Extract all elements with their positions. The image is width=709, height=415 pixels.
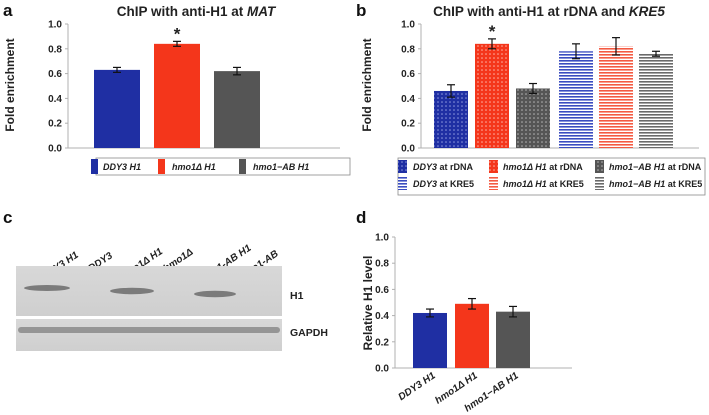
panel-b-chart: 0.0 0.2 0.4 0.6 0.8 1.0 * (401, 20, 699, 155)
panel-a: a ChIP with anti-H1 at MAT Fold enrichme… (3, 1, 351, 176)
y-tick-label: 0.8 (48, 44, 62, 55)
legend-label-ddy3-kre5: DDY3 at KRE5 (413, 179, 474, 189)
legend-locus: at rDNA (437, 162, 474, 172)
legend-locus: at KRE5 (665, 179, 702, 189)
legend-swatch-hmo1-ab-kre5 (595, 177, 604, 190)
legend-label-hmo1-delta-kre5: hmo1Δ H1 at KRE5 (503, 179, 584, 189)
bar (214, 71, 260, 148)
bar (639, 53, 673, 149)
legend-strain: hmo1−AB H1 (609, 162, 665, 172)
legend-label-hmo1-ab: hmo1−AB H1 (253, 162, 309, 172)
panel-c-letter: c (3, 208, 12, 227)
y-tick-label: 1.0 (48, 20, 62, 31)
y-tick-label: 0.6 (401, 69, 415, 80)
panel-b-title-locus: KRE5 (629, 4, 666, 19)
panel-b-title-text: ChIP with anti-H1 at rDNA and (433, 4, 629, 19)
panel-b-legend: DDY3 at rDNA hmo1Δ H1 at rDNA hmo1−AB H1… (397, 157, 706, 196)
panel-b-ylabel: Fold enrichment (360, 38, 374, 131)
y-tick-label: 0.2 (48, 119, 62, 130)
legend-locus: at rDNA (665, 162, 702, 172)
x-category-label: DDY3 H1 (396, 370, 438, 403)
panel-a-title: ChIP with anti-H1 at MAT (117, 4, 277, 19)
legend-label-hmo1-ab-rdna: hmo1−AB H1 at rDNA (609, 162, 702, 172)
legend-strain: DDY3 (413, 162, 437, 172)
panel-a-title-text: ChIP with anti-H1 at (117, 4, 247, 19)
blot-gapdh-membrane (16, 319, 282, 351)
bar (455, 303, 489, 368)
legend-locus: at KRE5 (547, 179, 584, 189)
legend-strain: DDY3 (413, 179, 437, 189)
y-tick-label: 0.6 (48, 69, 62, 80)
panel-b: b ChIP with anti-H1 at rDNA and KRE5 Fol… (356, 1, 706, 196)
y-tick-label: 0.0 (401, 144, 415, 155)
legend-swatch-ddy3-rdna (398, 160, 407, 173)
blot-h1 (16, 266, 282, 316)
y-tick-label: 1.0 (401, 20, 415, 31)
panel-b-title: ChIP with anti-H1 at rDNA and KRE5 (433, 4, 665, 19)
legend-locus: at KRE5 (437, 179, 474, 189)
bar (154, 43, 200, 149)
legend-label-hmo1-delta-rdna: hmo1Δ H1 at rDNA (503, 162, 583, 172)
bar (434, 90, 468, 148)
y-tick-label: 0.2 (401, 119, 415, 130)
legend-label-hmo1-ab-kre5: hmo1−AB H1 at KRE5 (609, 179, 702, 189)
legend-swatch-hmo1-delta-rdna (489, 160, 498, 173)
y-tick-label: 0.8 (375, 259, 389, 270)
panel-c: c DDY3 H1 DDY3 hmo1Δ H1 hmo1Δ hmo1-AB H1… (3, 208, 328, 351)
panel-a-title-locus: MAT (247, 4, 277, 19)
panel-a-ylabel: Fold enrichment (3, 38, 17, 131)
bar (94, 69, 140, 148)
bar (516, 88, 550, 148)
legend-strain: hmo1Δ H1 (503, 179, 547, 189)
panel-d-ylabel: Relative H1 level (361, 256, 375, 351)
legend-label-ddy3-rdna: DDY3 at rDNA (413, 162, 474, 172)
bar (496, 311, 530, 368)
panel-a-chart: 0.0 0.2 0.4 0.6 0.8 1.0 * (48, 20, 340, 155)
panel-a-letter: a (3, 1, 13, 20)
h1-band-ddy3-h1 (24, 285, 70, 291)
band-label-h1: H1 (290, 290, 304, 302)
significance-star: * (174, 24, 181, 43)
h1-band-hmo1-ab-h1 (194, 290, 236, 298)
bar (475, 43, 509, 149)
y-tick-label: 0.4 (48, 94, 62, 105)
legend-swatch-ddy3 (91, 159, 98, 174)
legend-locus: at rDNA (547, 162, 584, 172)
legend-strain: hmo1−AB H1 (609, 179, 665, 189)
h1-band-hmo1-delta-h1 (110, 287, 154, 295)
y-tick-label: 0.0 (48, 144, 62, 155)
y-tick-label: 0.4 (375, 311, 389, 322)
band-label-gapdh: GAPDH (290, 327, 328, 339)
legend-swatch-hmo1-delta (158, 159, 165, 174)
blot-gapdh (16, 319, 282, 351)
y-tick-label: 0.2 (375, 337, 389, 348)
panel-b-letter: b (356, 1, 366, 20)
legend-swatch-hmo1-ab (239, 159, 246, 174)
legend-swatch-hmo1-ab-rdna (595, 160, 604, 173)
legend-label-ddy3: DDY3 H1 (103, 162, 141, 172)
bar (599, 46, 633, 148)
panel-d-letter: d (356, 208, 366, 227)
y-tick-label: 0.4 (401, 94, 415, 105)
y-tick-label: 0.8 (401, 44, 415, 55)
bar (413, 312, 447, 368)
legend-swatch-hmo1-delta-kre5 (489, 177, 498, 190)
y-tick-label: 0.0 (375, 364, 389, 375)
gapdh-band (18, 327, 280, 333)
legend-swatch-ddy3-kre5 (398, 177, 407, 190)
y-tick-label: 1.0 (375, 233, 389, 244)
panel-b-legend-box (397, 157, 706, 196)
bar (559, 51, 593, 148)
panel-d: d Relative H1 level 0.0 0.2 0.4 0.6 0.8 1.0 DD… (356, 208, 572, 414)
y-tick-label: 0.6 (375, 285, 389, 296)
significance-star: * (489, 22, 496, 41)
panel-a-legend: DDY3 H1 hmo1Δ H1 hmo1−AB H1 (91, 157, 351, 176)
legend-label-hmo1-delta: hmo1Δ H1 (172, 162, 216, 172)
legend-strain: hmo1Δ H1 (503, 162, 547, 172)
